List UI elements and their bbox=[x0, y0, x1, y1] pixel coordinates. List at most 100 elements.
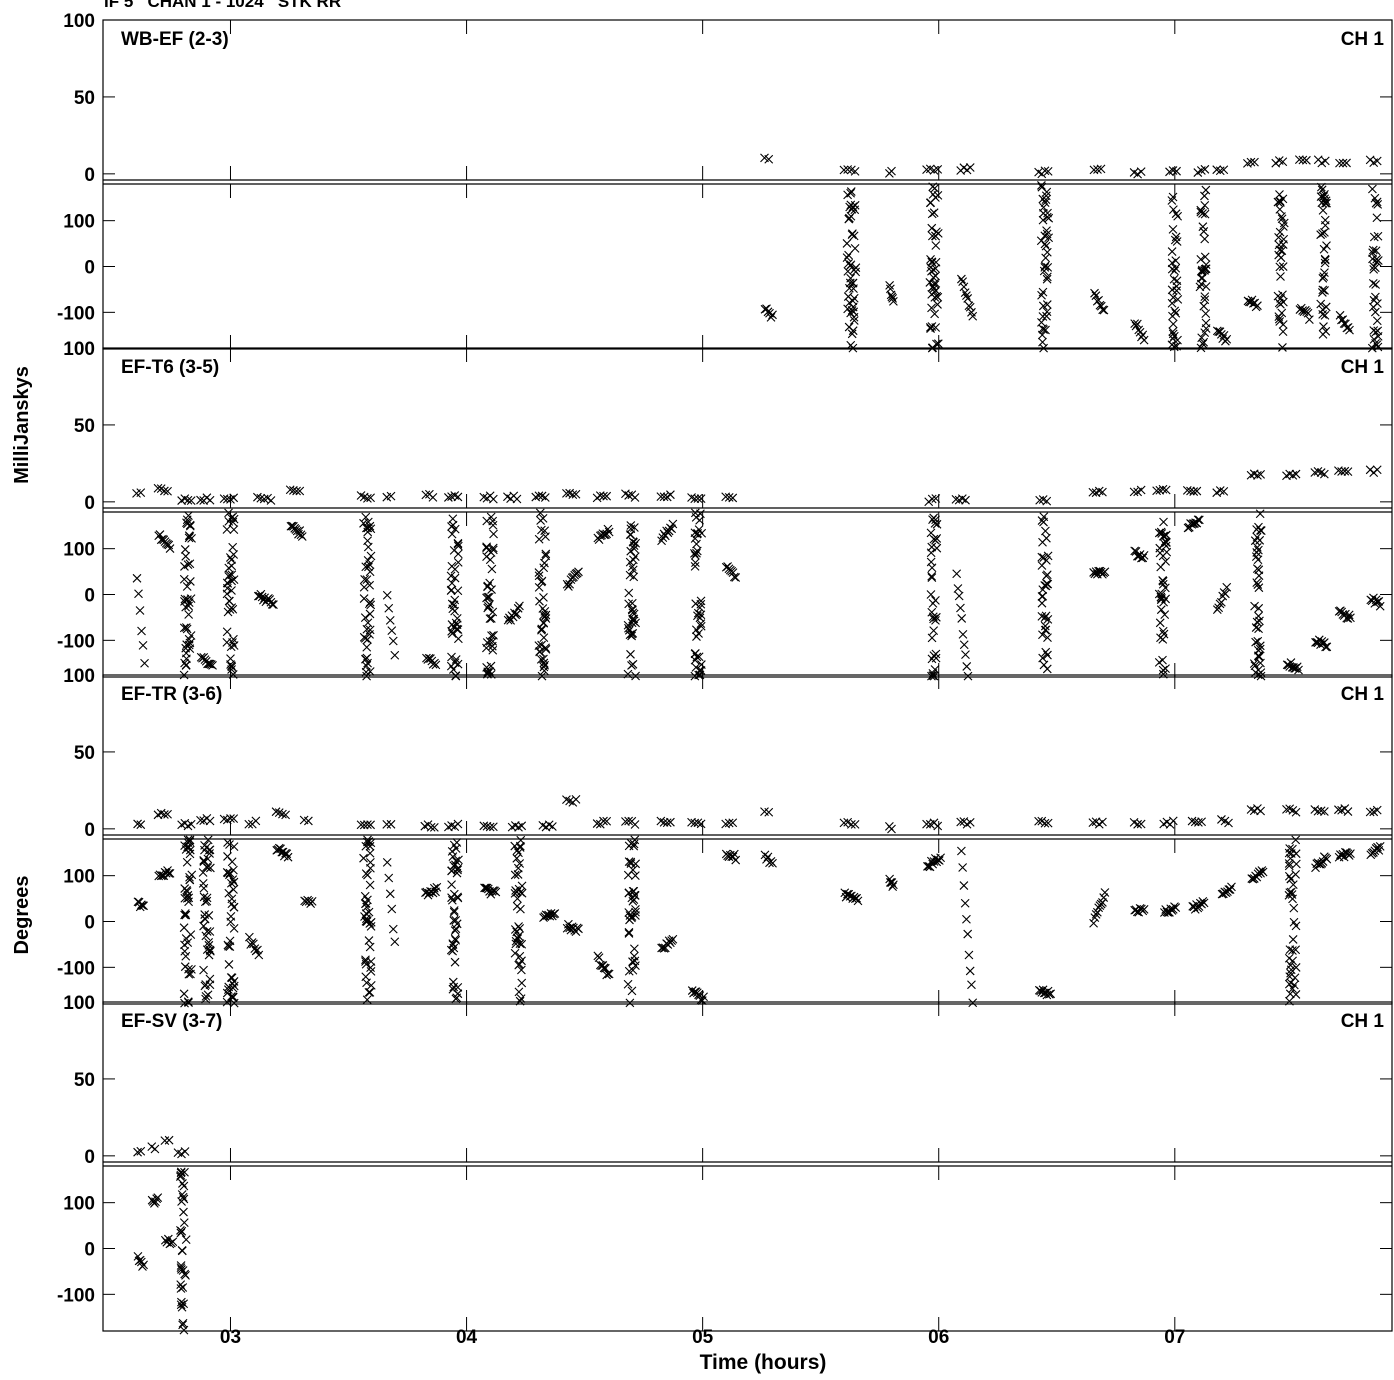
phase-point bbox=[1276, 197, 1285, 207]
phase-point bbox=[227, 561, 237, 571]
phase-point bbox=[516, 965, 526, 975]
phase-point bbox=[202, 862, 211, 872]
phase-point bbox=[1193, 515, 1203, 525]
phase-point bbox=[631, 907, 640, 917]
phase-point bbox=[203, 835, 213, 845]
phase-point bbox=[487, 585, 496, 594]
panel-2: 0 50 100 -100 0 100 EF-T6 (3-5) CH 1 bbox=[57, 339, 1393, 681]
phase-point bbox=[624, 927, 634, 937]
amp-point bbox=[256, 493, 266, 503]
phase-point bbox=[1286, 960, 1295, 970]
phase-point bbox=[1037, 182, 1047, 192]
phase-point bbox=[624, 888, 634, 898]
phase-point bbox=[452, 993, 462, 1003]
amp-point bbox=[1313, 806, 1323, 816]
phase-point bbox=[1040, 263, 1050, 272]
phase-point bbox=[176, 1167, 186, 1177]
phase-point bbox=[1043, 650, 1052, 660]
phase-point bbox=[487, 631, 496, 641]
phase-point bbox=[627, 562, 637, 572]
phase-point bbox=[956, 603, 965, 613]
phase-point bbox=[181, 643, 191, 653]
phase-point bbox=[763, 852, 773, 862]
phase-point bbox=[1043, 633, 1052, 643]
phase-point bbox=[510, 889, 520, 898]
y-axis-title-amplitude: MilliJanskys bbox=[11, 366, 33, 484]
phase-point bbox=[387, 626, 397, 635]
amp-point bbox=[136, 1146, 146, 1156]
phase-point bbox=[1090, 569, 1100, 579]
phase-point bbox=[1173, 211, 1183, 221]
amp-point bbox=[1136, 167, 1146, 177]
amp-point bbox=[1194, 817, 1203, 827]
phase-point bbox=[1169, 342, 1179, 352]
phase-point bbox=[180, 910, 189, 920]
phase-point bbox=[1250, 661, 1260, 671]
amp-point bbox=[1155, 485, 1165, 495]
phase-point bbox=[184, 610, 194, 619]
phase-point bbox=[307, 896, 317, 906]
phase-point bbox=[228, 604, 238, 614]
phase-point bbox=[962, 291, 971, 301]
phase-point bbox=[693, 608, 703, 618]
phase-point bbox=[177, 1190, 187, 1199]
amp-point bbox=[363, 493, 372, 503]
phase-point bbox=[225, 570, 234, 580]
phase-point bbox=[574, 567, 583, 577]
phase-point bbox=[1201, 318, 1211, 328]
phase-point bbox=[931, 649, 941, 659]
phase-point bbox=[222, 525, 232, 534]
amp-point bbox=[205, 816, 215, 826]
amp-point bbox=[1291, 807, 1301, 817]
phase-point bbox=[1100, 888, 1110, 897]
amp-point bbox=[512, 494, 522, 504]
amp-point bbox=[1133, 819, 1143, 829]
phase-point bbox=[1200, 292, 1210, 302]
phase-point bbox=[1368, 245, 1378, 255]
phase-point bbox=[203, 854, 213, 864]
phase-point bbox=[848, 202, 858, 212]
amp-point bbox=[957, 494, 967, 503]
phase-point bbox=[224, 888, 234, 898]
phase-point bbox=[229, 877, 239, 887]
phase-point bbox=[1373, 842, 1382, 852]
amp-point bbox=[1224, 818, 1233, 828]
phase-point bbox=[1090, 913, 1100, 923]
phase-point bbox=[1094, 295, 1103, 305]
phase-point bbox=[1369, 232, 1379, 242]
amp-point bbox=[965, 163, 975, 172]
phase-point bbox=[538, 513, 548, 523]
phase-point bbox=[453, 539, 463, 549]
phase-point bbox=[927, 266, 936, 276]
amp-point bbox=[927, 494, 937, 504]
phase-point bbox=[1196, 207, 1206, 217]
phase-point bbox=[281, 848, 290, 858]
phase-point bbox=[366, 551, 376, 561]
amp-point bbox=[562, 795, 571, 805]
phase-point bbox=[488, 520, 498, 530]
phase-point bbox=[1037, 516, 1047, 525]
amp-point bbox=[1043, 166, 1053, 176]
phase-point bbox=[690, 558, 700, 567]
phase-point bbox=[1040, 621, 1050, 631]
amp-point bbox=[1256, 469, 1266, 479]
phase-point bbox=[1040, 239, 1050, 249]
phase-point bbox=[222, 627, 232, 637]
amp-tick-label: 0 bbox=[84, 165, 95, 186]
phase-point bbox=[229, 514, 239, 524]
phase-point bbox=[729, 572, 739, 582]
phase-point bbox=[1194, 515, 1204, 525]
amp-point bbox=[1172, 166, 1181, 176]
amp-point bbox=[887, 166, 896, 176]
phase-point bbox=[540, 606, 550, 616]
phase-point bbox=[628, 965, 638, 975]
phase-point bbox=[1161, 556, 1171, 566]
phase-point bbox=[297, 532, 307, 541]
phase-point bbox=[625, 998, 635, 1008]
amp-point bbox=[450, 491, 460, 500]
amp-point bbox=[1098, 487, 1107, 497]
phase-point bbox=[225, 840, 234, 849]
phase-point bbox=[453, 634, 463, 644]
phase-point bbox=[626, 857, 636, 867]
phase-point bbox=[187, 870, 197, 880]
